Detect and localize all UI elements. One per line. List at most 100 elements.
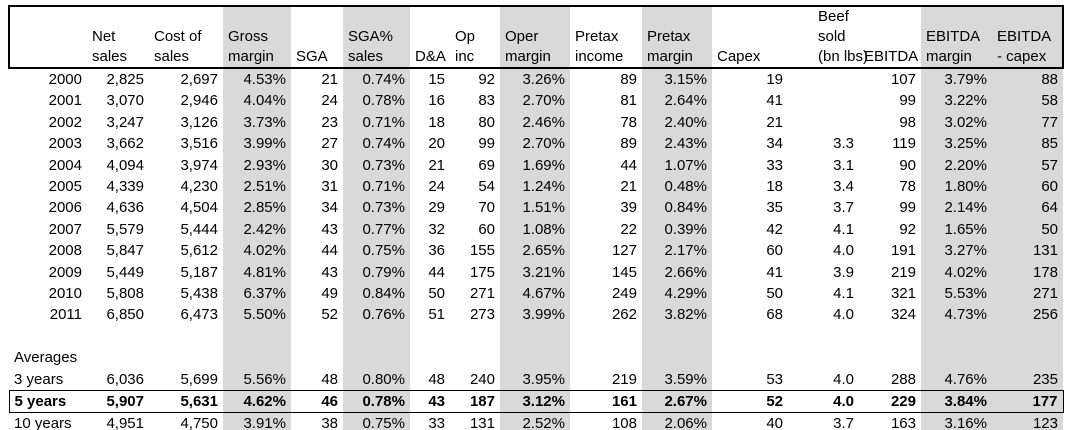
cell-capex[interactable]: 33 (766, 156, 783, 174)
cell-net_sales[interactable]: 4,636 (106, 199, 144, 217)
column-header-pretax_margin[interactable]: Pretax margin (642, 5, 712, 69)
cell-ebitda_capex[interactable] (992, 325, 1063, 348)
cell-beef_sold[interactable] (788, 347, 859, 368)
column-header-ebitda[interactable]: EBITDA (859, 5, 921, 69)
cell-op_inc[interactable]: 54 (478, 178, 495, 196)
cell-ebitda_margin[interactable]: 3.84% (921, 390, 992, 414)
cell-capex[interactable]: 21 (766, 113, 783, 131)
cell-cost_of_sales[interactable]: 5,187 (180, 263, 218, 281)
cell-ebitda[interactable]: 78 (899, 178, 916, 196)
cell-net_sales[interactable]: 6,850 (106, 306, 144, 324)
cell-beef_sold[interactable]: 4.0 (833, 306, 854, 324)
cell-cost_of_sales[interactable]: 6,473 (180, 306, 218, 324)
cell-capex[interactable]: 40 (766, 415, 783, 430)
cell-dna[interactable]: 33 (428, 415, 445, 430)
cell-dna[interactable] (410, 326, 450, 347)
cell-sga[interactable]: 27 (321, 135, 338, 153)
cell-sga_pct_sales[interactable] (343, 347, 410, 369)
cell-oper_margin[interactable] (500, 325, 570, 348)
cell-capex[interactable]: 68 (766, 306, 783, 324)
cell-cost_of_sales[interactable]: 4,504 (180, 199, 218, 217)
cell-ebitda_margin[interactable]: 3.22% (921, 90, 992, 112)
cell-sga[interactable]: 23 (321, 113, 338, 131)
cell-sga[interactable]: 24 (321, 92, 338, 110)
column-header-beef_sold[interactable]: Beef sold (bn lbs) (788, 5, 868, 69)
cell-pretax_income[interactable]: 44 (620, 156, 637, 174)
cell-pretax_income[interactable]: 127 (611, 242, 637, 260)
cell-pretax_income[interactable]: 89 (620, 71, 637, 88)
column-header-net_sales[interactable]: Net sales (87, 5, 149, 69)
cell-capex[interactable]: 41 (766, 92, 783, 110)
row-label[interactable]: 2003 (48, 135, 82, 153)
cell-pretax_income[interactable]: 39 (620, 199, 637, 217)
cell-sga_pct_sales[interactable]: 0.74% (343, 133, 410, 155)
row-label[interactable]: 2001 (48, 92, 82, 110)
cell-ebitda_margin[interactable]: 3.79% (921, 68, 992, 91)
cell-net_sales[interactable]: 6,036 (106, 370, 144, 388)
cell-ebitda_capex[interactable]: 131 (992, 240, 1063, 262)
cell-cost_of_sales[interactable] (149, 326, 223, 347)
column-header-cost_of_sales[interactable]: Cost of sales (149, 5, 223, 69)
cell-gross_margin[interactable]: 3.73% (223, 111, 291, 134)
cell-ebitda_margin[interactable]: 2.14% (921, 197, 992, 219)
cell-ebitda_capex[interactable]: 271 (992, 283, 1063, 305)
cell-pretax_income[interactable]: 78 (620, 113, 637, 131)
cell-pretax_margin[interactable]: 4.29% (642, 283, 712, 305)
row-label[interactable]: 2008 (48, 242, 82, 260)
column-header-row_label[interactable] (8, 5, 87, 69)
cell-ebitda_capex[interactable] (992, 347, 1063, 369)
cell-capex[interactable]: 60 (766, 242, 783, 260)
cell-net_sales[interactable]: 5,808 (106, 285, 144, 303)
cell-sga_pct_sales[interactable]: 0.80% (343, 368, 410, 391)
cell-pretax_income[interactable]: 108 (611, 415, 637, 430)
cell-sga_pct_sales[interactable]: 0.75% (343, 240, 410, 262)
cell-oper_margin[interactable]: 3.95% (500, 368, 570, 391)
cell-sga[interactable]: 21 (321, 71, 338, 88)
cell-gross_margin[interactable]: 6.37% (223, 283, 291, 305)
row-label[interactable]: 2006 (48, 199, 82, 217)
cell-beef_sold[interactable] (788, 326, 859, 347)
cell-oper_margin[interactable]: 2.65% (500, 240, 570, 262)
cell-op_inc[interactable]: 187 (450, 390, 500, 414)
cell-capex[interactable] (712, 347, 788, 368)
cell-pretax_margin[interactable]: 1.07% (642, 154, 712, 177)
cell-dna[interactable]: 43 (410, 390, 450, 414)
cell-ebitda_margin[interactable]: 1.65% (921, 218, 992, 241)
row-label[interactable]: 5 years (8, 390, 87, 414)
cell-ebitda[interactable]: 90 (899, 156, 916, 174)
cell-op_inc[interactable]: 80 (478, 113, 495, 131)
cell-sga_pct_sales[interactable]: 0.77% (343, 218, 410, 241)
cell-ebitda_capex[interactable]: 235 (992, 368, 1063, 391)
cell-dna[interactable]: 29 (428, 199, 445, 217)
column-header-op_inc[interactable]: Op inc (450, 5, 500, 69)
cell-beef_sold[interactable]: 3.4 (833, 178, 854, 196)
column-header-pretax_income[interactable]: Pretax income (570, 5, 642, 69)
cell-pretax_margin[interactable]: 3.59% (642, 368, 712, 391)
cell-capex[interactable] (712, 326, 788, 347)
cell-ebitda_capex[interactable]: 178 (992, 261, 1063, 284)
cell-sga_pct_sales[interactable]: 0.75% (343, 412, 410, 430)
cell-gross_margin[interactable]: 4.02% (223, 240, 291, 262)
column-header-capex[interactable]: Capex (712, 5, 788, 69)
cell-sga_pct_sales[interactable]: 0.76% (343, 304, 410, 326)
cell-capex[interactable]: 50 (766, 285, 783, 303)
column-header-dna[interactable]: D&A (410, 5, 450, 69)
column-header-ebitda_capex[interactable]: EBITDA - capex (992, 5, 1064, 69)
cell-net_sales[interactable]: 5,847 (106, 242, 144, 260)
cell-ebitda_capex[interactable]: 256 (992, 304, 1063, 326)
cell-capex[interactable]: 35 (766, 199, 783, 217)
cell-ebitda_margin[interactable]: 3.02% (921, 111, 992, 134)
cell-sga_pct_sales[interactable]: 0.74% (343, 68, 410, 91)
cell-sga[interactable]: 52 (321, 306, 338, 324)
cell-cost_of_sales[interactable]: 4,230 (180, 178, 218, 196)
cell-sga[interactable]: 34 (321, 199, 338, 217)
cell-sga[interactable]: 43 (321, 220, 338, 238)
cell-ebitda_capex[interactable]: 88 (992, 68, 1063, 91)
cell-net_sales[interactable]: 4,951 (106, 415, 144, 430)
cell-oper_margin[interactable]: 1.69% (500, 154, 570, 177)
cell-beef_sold[interactable]: 4.1 (833, 220, 854, 238)
row-label[interactable]: 2005 (48, 178, 82, 196)
cell-dna[interactable] (410, 347, 450, 368)
cell-dna[interactable]: 20 (428, 135, 445, 153)
cell-beef_sold[interactable] (788, 68, 859, 90)
